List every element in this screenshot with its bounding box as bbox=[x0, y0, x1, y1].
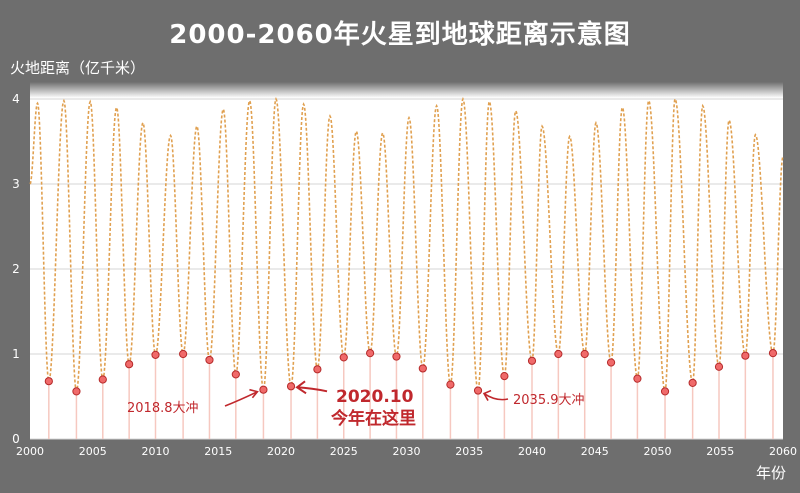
opposition-point bbox=[179, 349, 188, 359]
x-tick-label: 2050 bbox=[644, 445, 672, 458]
opposition-point bbox=[418, 364, 427, 373]
x-tick-label: 2025 bbox=[330, 445, 358, 458]
y-tick-label: 1 bbox=[12, 347, 20, 361]
y-tick-label: 3 bbox=[12, 177, 20, 191]
x-tick-label: 2005 bbox=[79, 445, 107, 458]
opposition-point bbox=[125, 360, 134, 369]
opposition-point bbox=[205, 355, 214, 365]
annotation-2020-arrowhead bbox=[295, 380, 307, 395]
chart-title: 2000-2060年火星到地球距离示意图 bbox=[169, 20, 631, 50]
annotation-2035-arrowhead bbox=[482, 389, 492, 401]
opposition-point bbox=[660, 387, 670, 396]
x-tick-label: 2030 bbox=[393, 445, 421, 458]
x-axis-label: 年份 bbox=[755, 464, 786, 482]
opposition-point bbox=[633, 374, 642, 383]
y-tick-label: 0 bbox=[12, 432, 20, 446]
x-tick-label: 2055 bbox=[706, 445, 734, 458]
opposition-point bbox=[44, 377, 53, 386]
opposition-point bbox=[259, 385, 268, 394]
opposition-point bbox=[741, 351, 750, 360]
opposition-point bbox=[554, 349, 563, 359]
opposition-point bbox=[231, 370, 240, 379]
x-tick-label: 2020 bbox=[267, 445, 295, 458]
annotation-2035-label: 2035.9大冲 bbox=[513, 393, 585, 408]
annotation-2018-label: 2018.8大冲 bbox=[127, 401, 199, 416]
opposition-point bbox=[446, 380, 455, 389]
opposition-point bbox=[392, 352, 401, 361]
opposition-point bbox=[339, 353, 348, 362]
x-tick-label: 2010 bbox=[142, 445, 170, 458]
opposition-point bbox=[606, 358, 616, 367]
x-tick-label: 2035 bbox=[455, 445, 483, 458]
x-tick-label: 2015 bbox=[204, 445, 232, 458]
y-tick-label: 4 bbox=[12, 92, 20, 106]
opposition-point bbox=[151, 350, 160, 359]
annotation-2018-arrowhead bbox=[249, 388, 259, 399]
opposition-point bbox=[366, 349, 375, 358]
annotation-today-label: 今年在这里 bbox=[331, 408, 416, 429]
opposition-point bbox=[286, 382, 296, 391]
y-axis-label: 火地距离（亿千米） bbox=[10, 59, 146, 77]
annotation-2018-arrow bbox=[224, 390, 258, 407]
distance-curve bbox=[29, 96, 784, 394]
opposition-point bbox=[768, 349, 778, 358]
x-tick-label: 2045 bbox=[581, 445, 609, 458]
annotation-2020-arrow bbox=[296, 386, 328, 393]
x-tick-label: 2060 bbox=[769, 445, 797, 458]
y-tick-label: 2 bbox=[12, 262, 20, 276]
opposition-point bbox=[473, 386, 483, 395]
opposition-point bbox=[500, 372, 509, 381]
opposition-point bbox=[580, 349, 589, 359]
opposition-point bbox=[688, 378, 697, 387]
plot-top-fade bbox=[30, 82, 783, 98]
opposition-point bbox=[313, 365, 322, 374]
opposition-point bbox=[527, 356, 537, 365]
opposition-point bbox=[714, 362, 724, 371]
annotation-2035-arrow bbox=[483, 392, 509, 401]
x-tick-label: 2000 bbox=[16, 445, 44, 458]
annotation-2020-label: 2020.10 bbox=[336, 387, 414, 407]
x-tick-label: 2040 bbox=[518, 445, 546, 458]
opposition-point bbox=[72, 387, 81, 396]
opposition-point bbox=[98, 375, 107, 384]
